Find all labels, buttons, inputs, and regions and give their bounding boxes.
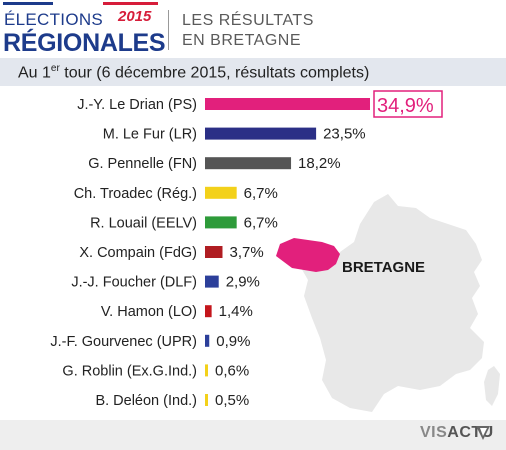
value-label: 6,7% [244,214,278,231]
subtitle-prefix: Au 1 [18,64,51,82]
bar [205,157,292,170]
bar [205,275,219,288]
value-label: 23,5% [323,126,366,143]
bar [205,394,208,406]
value-label: 34,9% [377,95,434,117]
value-label: 2,9% [226,274,260,291]
logo-line2: RÉGIONALES [3,29,166,57]
category-label: J.-F. Gourvenec (UPR) [50,334,197,350]
header-title-line1: LES RÉSULTATS [182,12,314,29]
subtitle-band: Au 1er tour (6 décembre 2015, résultats … [0,58,506,86]
bar [205,334,210,347]
map-region-label: BRETAGNE [342,259,425,276]
value-label: 6,7% [244,185,278,202]
logo-top-stripe [3,2,158,5]
value-label: 18,2% [298,155,341,172]
bar [205,186,237,199]
logo-year: 2015 [118,8,152,25]
bar [205,364,208,377]
subtitle-rest: tour (6 décembre 2015, résultats complet… [59,64,370,82]
highlight-box [373,90,443,118]
bar [205,98,370,110]
bretagne-region [276,238,340,272]
results-bar-chart: J.-Y. Le Drian (PS) 34,9% M. Le Fur (LR) 23… [50,90,443,409]
subtitle-superscript: er [50,63,60,74]
category-label: J.-Y. Le Drian (PS) [77,97,197,113]
elections-logo: ÉLECTIONS 2015 RÉGIONALES [0,2,166,57]
brand-mark-icon [476,426,490,440]
bar [205,305,212,318]
chart-subtitle: Au 1er tour (6 décembre 2015, résultats … [18,63,369,82]
bar [205,246,223,258]
header: ÉLECTIONS 2015 RÉGIONALES LES RÉSULTATS … [0,0,506,58]
value-label: 3,7% [229,244,263,261]
bar [205,216,237,229]
category-label: Ch. Troadec (Rég.) [74,186,197,202]
logo-line1: ÉLECTIONS [4,10,104,29]
value-label: 1,4% [219,303,253,320]
category-label: M. Le Fur (LR) [103,127,197,143]
france-map: BRETAGNE [276,194,500,412]
value-label: 0,9% [216,333,250,350]
header-divider [168,10,169,50]
value-label: 0,6% [215,362,249,379]
bar [205,127,317,140]
footer-band [0,420,506,450]
category-label: X. Compain (FdG) [79,245,197,261]
brand-part1: VIS [420,424,448,441]
category-label: G. Pennelle (FN) [88,156,197,172]
category-label: R. Louail (EELV) [90,215,197,231]
category-label: V. Hamon (LO) [101,304,197,320]
corsica-island [484,366,500,406]
value-label: 0,5% [215,392,249,409]
category-label: B. Deléon (Ind.) [95,393,197,409]
header-title-line2: EN BRETAGNE [182,32,301,49]
category-label: J.-J. Foucher (DLF) [71,275,197,291]
logo-background [0,2,110,56]
france-mainland [300,194,484,412]
category-label: G. Roblin (Ex.G.Ind.) [62,363,197,379]
